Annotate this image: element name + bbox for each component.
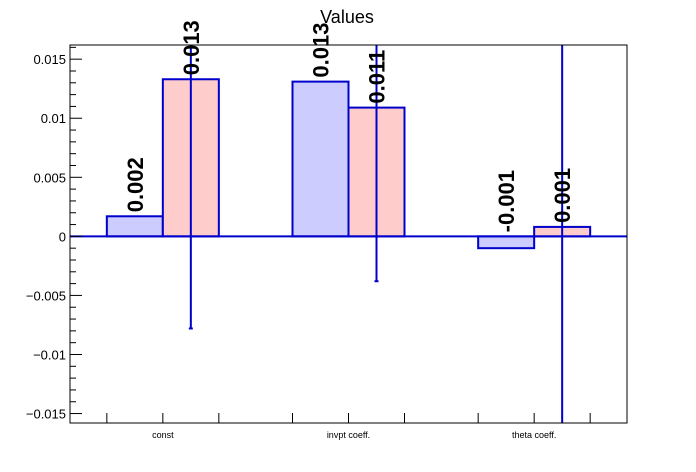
chart-title: Values <box>320 7 374 27</box>
bar-s1-0 <box>105 215 164 238</box>
x-category-label: const <box>152 430 174 440</box>
data-labels-layer: 0.002 0.013 -0.001 0.013 0.011 0.001 <box>123 20 575 232</box>
data-label-s2-0: 0.013 <box>179 20 204 75</box>
y-axis: 0.015 0.01 0.005 0 −0.005 −0.01 −0.015 <box>26 46 82 422</box>
y-tick-label: 0.015 <box>33 52 66 67</box>
x-axis: const invpt coeff. theta coeff. <box>106 413 591 440</box>
error-bars-layer <box>188 45 564 423</box>
x-category-label: theta coeff. <box>512 430 556 440</box>
data-label-s1-0: 0.002 <box>123 157 148 212</box>
y-tick-label: −0.01 <box>33 347 66 362</box>
y-tick-label: 0.005 <box>33 170 66 185</box>
y-tick-label: 0.01 <box>41 111 66 126</box>
data-label-s1-1: 0.013 <box>309 23 334 78</box>
bar-s1-1 <box>291 80 350 238</box>
y-tick-label: 0 <box>59 229 66 244</box>
y-tick-label: −0.005 <box>26 288 66 303</box>
data-label-s1-2: -0.001 <box>494 170 519 232</box>
y-tick-label: −0.015 <box>26 407 66 422</box>
bar-s1-2 <box>477 235 536 250</box>
data-label-s2-1: 0.011 <box>365 50 390 104</box>
x-category-label: invpt coeff. <box>327 430 370 440</box>
data-label-s2-2: 0.001 <box>550 168 575 223</box>
